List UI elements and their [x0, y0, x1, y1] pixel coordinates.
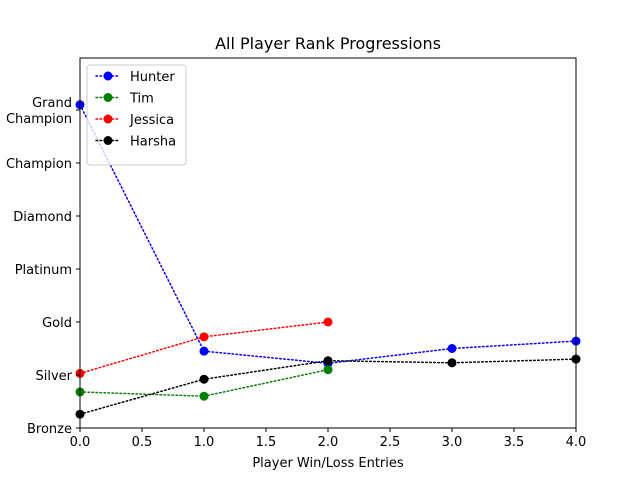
- data-point-jessica: [323, 317, 333, 327]
- y-tick-label: Grand Champion: [6, 96, 72, 127]
- legend-marker: [103, 93, 113, 102]
- y-tick-label: Platinum: [15, 263, 72, 278]
- legend-label: Tim: [129, 92, 154, 107]
- y-tick-label: Bronze: [27, 422, 72, 437]
- legend-label: Harsha: [130, 135, 176, 150]
- y-tick-label: Silver: [35, 369, 72, 384]
- legend-marker: [103, 71, 113, 81]
- x-tick-label: 3.0: [442, 435, 463, 450]
- x-tick-label: 1.5: [256, 435, 277, 450]
- x-tick-label: 4.0: [566, 435, 587, 450]
- data-point-hunter: [447, 344, 457, 353]
- series-layer: [75, 100, 581, 419]
- legend-label: Jessica: [129, 113, 174, 128]
- y-tick-label-line: Grand: [32, 96, 72, 111]
- legend-marker: [103, 136, 113, 145]
- legend-item-jessica: Jessica: [95, 113, 174, 128]
- y-axis-ticks: BronzeSilverGoldPlatinumDiamondChampionG…: [6, 96, 80, 437]
- x-tick-label: 3.5: [504, 435, 525, 450]
- data-point-tim: [199, 391, 209, 401]
- x-tick-label: 0.0: [70, 435, 91, 450]
- y-tick-label: Gold: [42, 316, 72, 331]
- chart-title: All Player Rank Progressions: [215, 34, 441, 53]
- series-harsha: [75, 354, 581, 419]
- data-point-tim: [323, 365, 333, 375]
- legend-item-tim: Tim: [95, 92, 154, 107]
- chart-legend: Hunter Tim Jessica Harsha: [86, 64, 187, 166]
- legend-item-harsha: Harsha: [95, 135, 176, 150]
- x-tick-label: 1.0: [194, 435, 215, 450]
- x-tick-label: 2.5: [380, 435, 401, 450]
- y-tick-label: Diamond: [13, 210, 72, 225]
- x-tick-label: 2.0: [318, 435, 339, 450]
- data-point-jessica: [199, 332, 209, 342]
- data-point-hunter: [199, 346, 209, 356]
- data-point-harsha: [323, 356, 333, 366]
- legend-item-hunter: Hunter: [95, 70, 175, 85]
- x-tick-label: 0.5: [132, 435, 153, 450]
- x-axis-ticks: 0.0 0.5 1.0 1.5 2.0 2.5 3.0 3.5 4.0: [70, 428, 587, 450]
- legend-label: Hunter: [130, 70, 175, 85]
- y-tick-label-line: Champion: [6, 112, 72, 127]
- y-tick-label: Champion: [6, 157, 72, 172]
- series-jessica: [75, 317, 333, 378]
- data-point-harsha: [447, 358, 457, 368]
- data-point-harsha: [199, 374, 209, 384]
- x-axis-label: Player Win/Loss Entries: [252, 456, 404, 471]
- legend-marker: [103, 114, 113, 124]
